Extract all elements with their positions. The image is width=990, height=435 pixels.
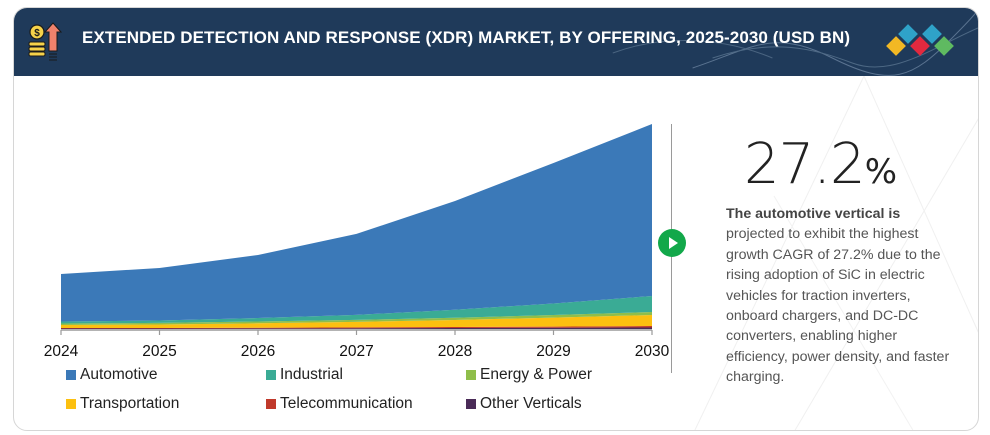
area-telecommunication [61, 326, 652, 329]
x-tick-label: 2028 [438, 343, 472, 360]
area-transportation [61, 315, 652, 328]
play-button[interactable] [658, 229, 686, 257]
legend-label: Other Verticals [480, 395, 582, 412]
stacked-area-chart: 2024 2025 2026 2027 2028 2029 2030 [44, 124, 670, 360]
logo-diamond-blue-left [898, 24, 918, 44]
legend-label: Transportation [80, 395, 180, 412]
area-other-verticals [61, 327, 652, 329]
x-tick-label: 2026 [241, 343, 275, 360]
legend-item-industrial[interactable]: Industrial [266, 366, 343, 384]
area-industrial [61, 296, 652, 324]
brand-diamonds-logo [886, 24, 954, 56]
logo-diamond-yellow [886, 36, 906, 56]
legend-swatch [266, 370, 276, 380]
header-bar: $ EXTENDED DETECTION AND RESPONSE (XDR) … [14, 8, 978, 76]
legend-swatch [266, 399, 276, 409]
legend-item-automotive[interactable]: Automotive [66, 366, 158, 384]
description-body: projected to exhibit the highest growth … [726, 226, 950, 386]
x-tick-label: 2029 [536, 343, 570, 360]
legend-item-telecommunication[interactable]: Telecommunication [266, 395, 413, 413]
cagr-unit: % [864, 152, 897, 192]
x-tick-label: 2030 [635, 343, 670, 360]
logo-diamond-green [934, 36, 954, 56]
background-line-decoration [694, 76, 978, 430]
description-lead: The automotive vertical is [726, 206, 901, 222]
cagr-value: 27.2 [744, 132, 866, 197]
area-automotive [61, 124, 652, 322]
legend-label: Energy & Power [480, 366, 592, 383]
legend-label: Telecommunication [280, 395, 413, 412]
legend-swatch [66, 399, 76, 409]
play-icon [669, 237, 678, 249]
legend-item-energy-power[interactable]: Energy & Power [466, 366, 592, 384]
stat-description: The automotive vertical is projected to … [726, 204, 958, 388]
x-tick-label: 2027 [339, 343, 373, 360]
legend-label: Automotive [80, 366, 158, 383]
chart-title: EXTENDED DETECTION AND RESPONSE (XDR) MA… [82, 28, 851, 47]
cagr-stat: 27.2% [744, 132, 897, 197]
area-energy-power [61, 312, 652, 325]
legend-item-transportation[interactable]: Transportation [66, 395, 179, 413]
legend-item-other-verticals[interactable]: Other Verticals [466, 395, 582, 413]
header-wave-decoration [612, 8, 978, 76]
legend-swatch [66, 370, 76, 380]
money-growth-icon: $ [28, 22, 62, 61]
svg-text:$: $ [34, 28, 40, 39]
legend-label: Industrial [280, 366, 343, 383]
legend-swatch [466, 370, 476, 380]
x-tick-label: 2024 [44, 343, 79, 360]
infographic-card: $ EXTENDED DETECTION AND RESPONSE (XDR) … [13, 7, 979, 431]
legend-swatch [466, 399, 476, 409]
x-tick-label: 2025 [142, 343, 176, 360]
logo-diamond-red [910, 36, 930, 56]
logo-diamond-blue-right [922, 24, 942, 44]
